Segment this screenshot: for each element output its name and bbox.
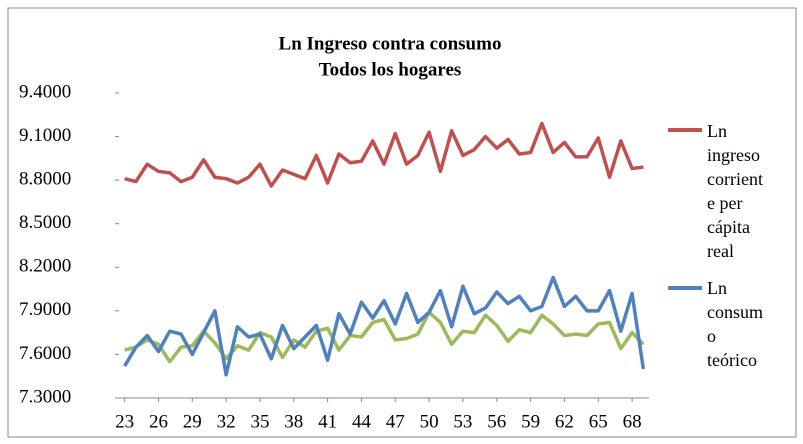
x-tick-label: 53 [453, 411, 472, 432]
y-tick-label: 8.8000 [19, 169, 71, 190]
chart-border [7, 7, 797, 438]
y-tick-label: 7.6000 [19, 343, 71, 364]
x-tick-label: 44 [352, 411, 372, 432]
x-tick-label: 29 [183, 411, 202, 432]
x-tick-label: 26 [149, 411, 168, 432]
x-tick-label: 65 [589, 411, 608, 432]
y-tick-label: 7.9000 [19, 299, 71, 320]
y-tick-label: 9.1000 [19, 125, 71, 146]
x-tick-label: 62 [555, 411, 574, 432]
x-tick-label: 68 [623, 411, 642, 432]
x-tick-label: 50 [420, 411, 439, 432]
chart-subtitle: Todos los hogares [319, 59, 462, 80]
y-tick-label: 7.3000 [19, 386, 71, 407]
series-line [123, 275, 646, 377]
x-tick-label: 56 [487, 411, 506, 432]
y-tick-label: 9.4000 [19, 81, 71, 102]
series-line [124, 121, 644, 188]
y-tick-label: 8.5000 [19, 212, 71, 233]
x-tick-label: 23 [115, 411, 134, 432]
y-tick-label: 8.2000 [19, 256, 71, 277]
series-line [124, 310, 645, 364]
x-tick-label: 41 [318, 411, 337, 432]
x-tick-label: 35 [250, 411, 269, 432]
legend-label: Ln consumo teórico [707, 278, 763, 370]
chart-title: Ln Ingreso contra consumo [279, 33, 502, 54]
x-tick-label: 47 [386, 411, 405, 432]
x-tick-label: 38 [284, 411, 303, 432]
legend-label: Ln ingreso corriente per cápita real [707, 121, 763, 261]
x-tick-label: 59 [521, 411, 540, 432]
x-tick-label: 32 [217, 411, 236, 432]
